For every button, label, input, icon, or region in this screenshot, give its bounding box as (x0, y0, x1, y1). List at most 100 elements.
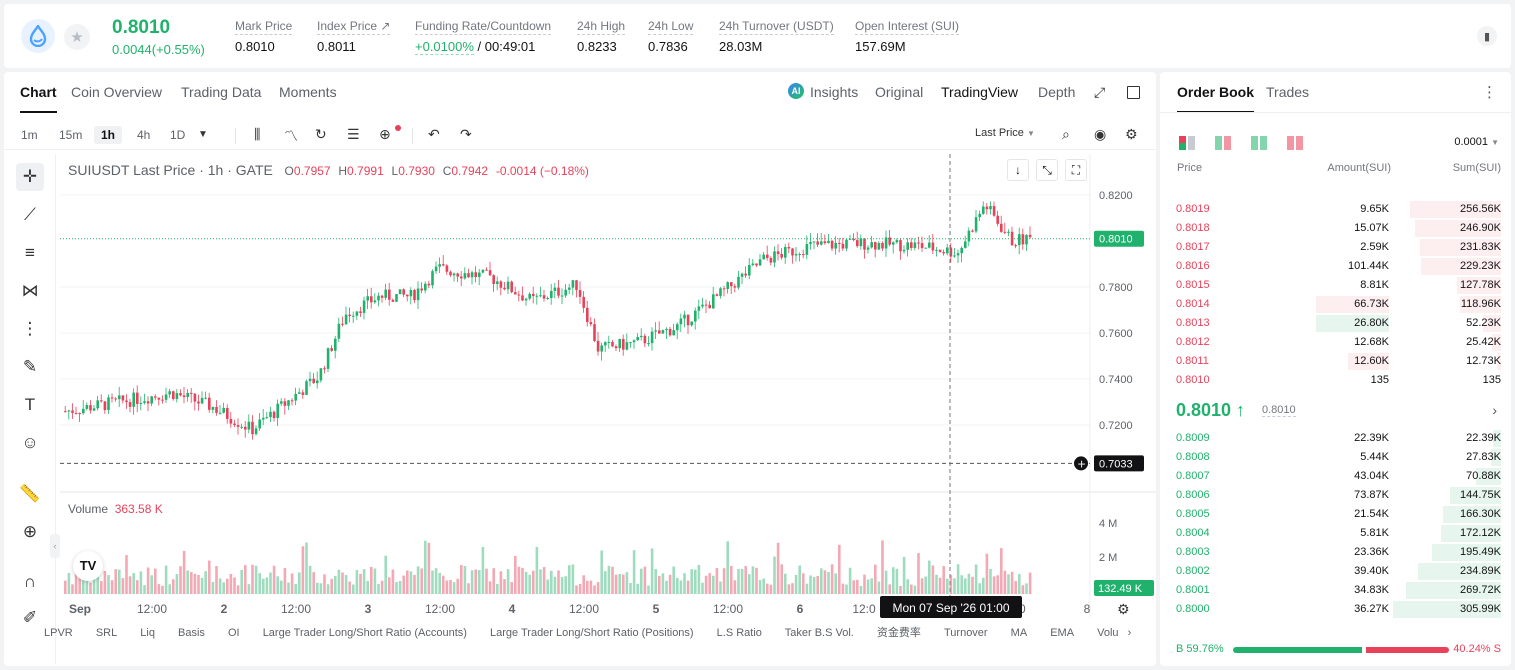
bid-row[interactable]: 0.8008 5.44K 27.83K (1160, 448, 1511, 467)
stat-label[interactable]: Funding Rate/Countdown (415, 19, 552, 35)
tab-depth[interactable]: Depth (1038, 84, 1076, 100)
ask-row[interactable]: 0.8012 12.68K 25.42K (1160, 333, 1511, 352)
candlestick-chart[interactable]: 0.8200 0.7800 0.7600 0.7400 0.7200 0.8010 + 0.7… (4, 72, 1156, 666)
indicator-lpvr[interactable]: LPVR (44, 627, 73, 639)
view-both-alt-icon[interactable] (1215, 136, 1231, 150)
ask-row[interactable]: 0.8014 66.73K 118.96K (1160, 295, 1511, 314)
chevron-right-icon[interactable]: › (1127, 627, 1132, 639)
view-bids-icon[interactable] (1251, 136, 1267, 150)
stat-label[interactable]: 24h High (577, 19, 626, 35)
indicators-icon[interactable]: 〽 (284, 128, 298, 144)
fib-icon[interactable]: ⋮ (21, 319, 39, 338)
horizontal-lines-icon[interactable]: ≡ (25, 243, 35, 262)
pattern-icon[interactable]: ⋈ (21, 281, 39, 300)
bid-row[interactable]: 0.8002 39.40K 234.89K (1160, 562, 1511, 581)
templates-icon[interactable]: ☰ (347, 126, 360, 142)
ask-row[interactable]: 0.8015 8.81K 127.78K (1160, 276, 1511, 295)
indicator-funding-rate[interactable]: 资金费率 (876, 627, 921, 639)
undo-icon[interactable]: ↶ (428, 126, 440, 142)
bid-row[interactable]: 0.8003 23.36K 195.49K (1160, 543, 1511, 562)
view-asks-icon[interactable] (1287, 136, 1303, 150)
crosshair-icon[interactable]: ✛ (16, 163, 44, 191)
ask-row[interactable]: 0.8019 9.65K 256.56K (1160, 200, 1511, 219)
timeframe-15m[interactable]: 15m (59, 128, 83, 142)
ask-row[interactable]: 0.8016 101.44K 229.23K (1160, 257, 1511, 276)
indicator-ma[interactable]: MA (1010, 627, 1028, 639)
indicator-basis[interactable]: Basis (178, 627, 205, 639)
add-indicator-icon[interactable]: ⊕ (379, 126, 391, 142)
replay-icon[interactable]: ↻ (315, 126, 327, 142)
tab-insights[interactable]: Insights (810, 84, 859, 100)
bid-row[interactable]: 0.8000 36.27K 305.99K (1160, 600, 1511, 619)
tab-chart[interactable]: Chart (20, 84, 57, 113)
mid-mark-price[interactable]: 0.8010 (1262, 404, 1296, 417)
timeframe-4h[interactable]: 4h (137, 128, 151, 142)
bid-row[interactable]: 0.8004 5.81K 172.12K (1160, 524, 1511, 543)
tab-original[interactable]: Original (875, 84, 924, 100)
indicator-srl[interactable]: SRL (95, 627, 118, 639)
search-icon[interactable]: ⌕ (1062, 126, 1070, 142)
stat-label[interactable]: 24h Low (648, 19, 694, 35)
stat-label[interactable]: Mark Price (235, 19, 293, 35)
tab-coin-overview[interactable]: Coin Overview (71, 84, 163, 100)
ask-row[interactable]: 0.8018 15.07K 246.90K (1160, 219, 1511, 238)
brush-icon[interactable]: ✎ (22, 357, 38, 376)
indicator-ltlsr-positions[interactable]: Large Trader Long/Short Ratio (Positions… (489, 627, 694, 639)
tab-moments[interactable]: Moments (279, 84, 337, 100)
candle-type-icon[interactable]: ⫼ (254, 126, 261, 142)
timeframe-dropdown-icon[interactable]: ▼ (198, 129, 208, 140)
bid-row[interactable]: 0.8005 21.54K 166.30K (1160, 505, 1511, 524)
stat-label[interactable]: Index Price ↗ (317, 19, 391, 35)
ruler-icon[interactable]: 📏 (19, 484, 41, 503)
indicator-ltlsr-accounts[interactable]: Large Trader Long/Short Ratio (Accounts) (262, 627, 467, 639)
collapse-toolbar-icon[interactable]: ‹ (50, 534, 60, 558)
chevron-right-icon[interactable]: › (1492, 402, 1497, 418)
gear-icon[interactable]: ⚙ (1125, 126, 1138, 142)
bid-row[interactable]: 0.8001 34.83K 269.72K (1160, 581, 1511, 600)
star-icon[interactable]: ★ (64, 24, 90, 50)
funding-rate-value[interactable]: +0.0100% (415, 39, 474, 55)
ask-row[interactable]: 0.8013 26.80K 52.23K (1160, 314, 1511, 333)
collapse-icon[interactable]: ⤡ (1036, 159, 1058, 181)
ask-row[interactable]: 0.8017 2.59K 231.83K (1160, 238, 1511, 257)
timeframe-1d[interactable]: 1D (170, 128, 186, 142)
timeframe-1h[interactable]: 1h (94, 126, 123, 144)
indicator-liq[interactable]: Liq (140, 627, 155, 639)
redo-icon[interactable]: ↷ (460, 126, 472, 142)
tab-trades[interactable]: Trades (1266, 84, 1310, 100)
emoji-icon[interactable]: ☺ (21, 433, 39, 452)
text-icon[interactable]: T (24, 395, 36, 414)
stat-label[interactable]: Open Interest (SUI) (855, 19, 960, 35)
indicator-turnover[interactable]: Turnover (943, 627, 988, 639)
window-icon[interactable] (1127, 86, 1140, 99)
more-icon[interactable]: ⋮ (1482, 84, 1497, 101)
indicator-volume[interactable]: Volu (1097, 627, 1119, 639)
zoom-in-icon[interactable]: ⊕ (22, 522, 38, 541)
price-source-select[interactable]: Last Price ▼ (975, 127, 1035, 139)
tab-order-book[interactable]: Order Book (1177, 84, 1255, 113)
stat-label[interactable]: 24h Turnover (USDT) (719, 19, 834, 35)
trendline-icon[interactable]: ⟋ (24, 205, 36, 224)
tab-tradingview[interactable]: TradingView (941, 84, 1019, 100)
camera-icon[interactable]: ◉ (1094, 126, 1107, 142)
book-icon[interactable]: ▮ (1477, 26, 1497, 46)
magnet-icon[interactable]: ∩ (23, 572, 37, 591)
tab-trading-data[interactable]: Trading Data (181, 84, 262, 100)
view-both-icon[interactable] (1179, 136, 1195, 150)
bid-row[interactable]: 0.8006 73.87K 144.75K (1160, 486, 1511, 505)
ask-row[interactable]: 0.8011 12.60K 12.73K (1160, 352, 1511, 371)
precision-select[interactable]: 0.0001 ▼ (1454, 136, 1499, 148)
ask-row[interactable]: 0.8010 135 135 (1160, 371, 1511, 390)
timeframe-1m[interactable]: 1m (21, 128, 38, 142)
indicator-ema[interactable]: EMA (1050, 627, 1075, 639)
indicator-oi[interactable]: OI (228, 627, 240, 639)
bid-row[interactable]: 0.8007 43.04K 70.88K (1160, 467, 1511, 486)
indicator-ls-ratio[interactable]: L.S Ratio (716, 627, 762, 639)
settings-icon[interactable]: ⚙ (1117, 602, 1130, 618)
indicator-taker-vol[interactable]: Taker B.S Vol. (784, 627, 854, 639)
bid-row[interactable]: 0.8009 22.39K 22.39K (1160, 429, 1511, 448)
pencil-lock-icon[interactable]: ✐ (22, 608, 38, 627)
arrow-down-icon[interactable]: ↓ (1007, 159, 1029, 181)
expand-icon[interactable]: ⤢ (1094, 84, 1106, 100)
fullscreen-icon[interactable]: ⛶ (1065, 159, 1087, 181)
